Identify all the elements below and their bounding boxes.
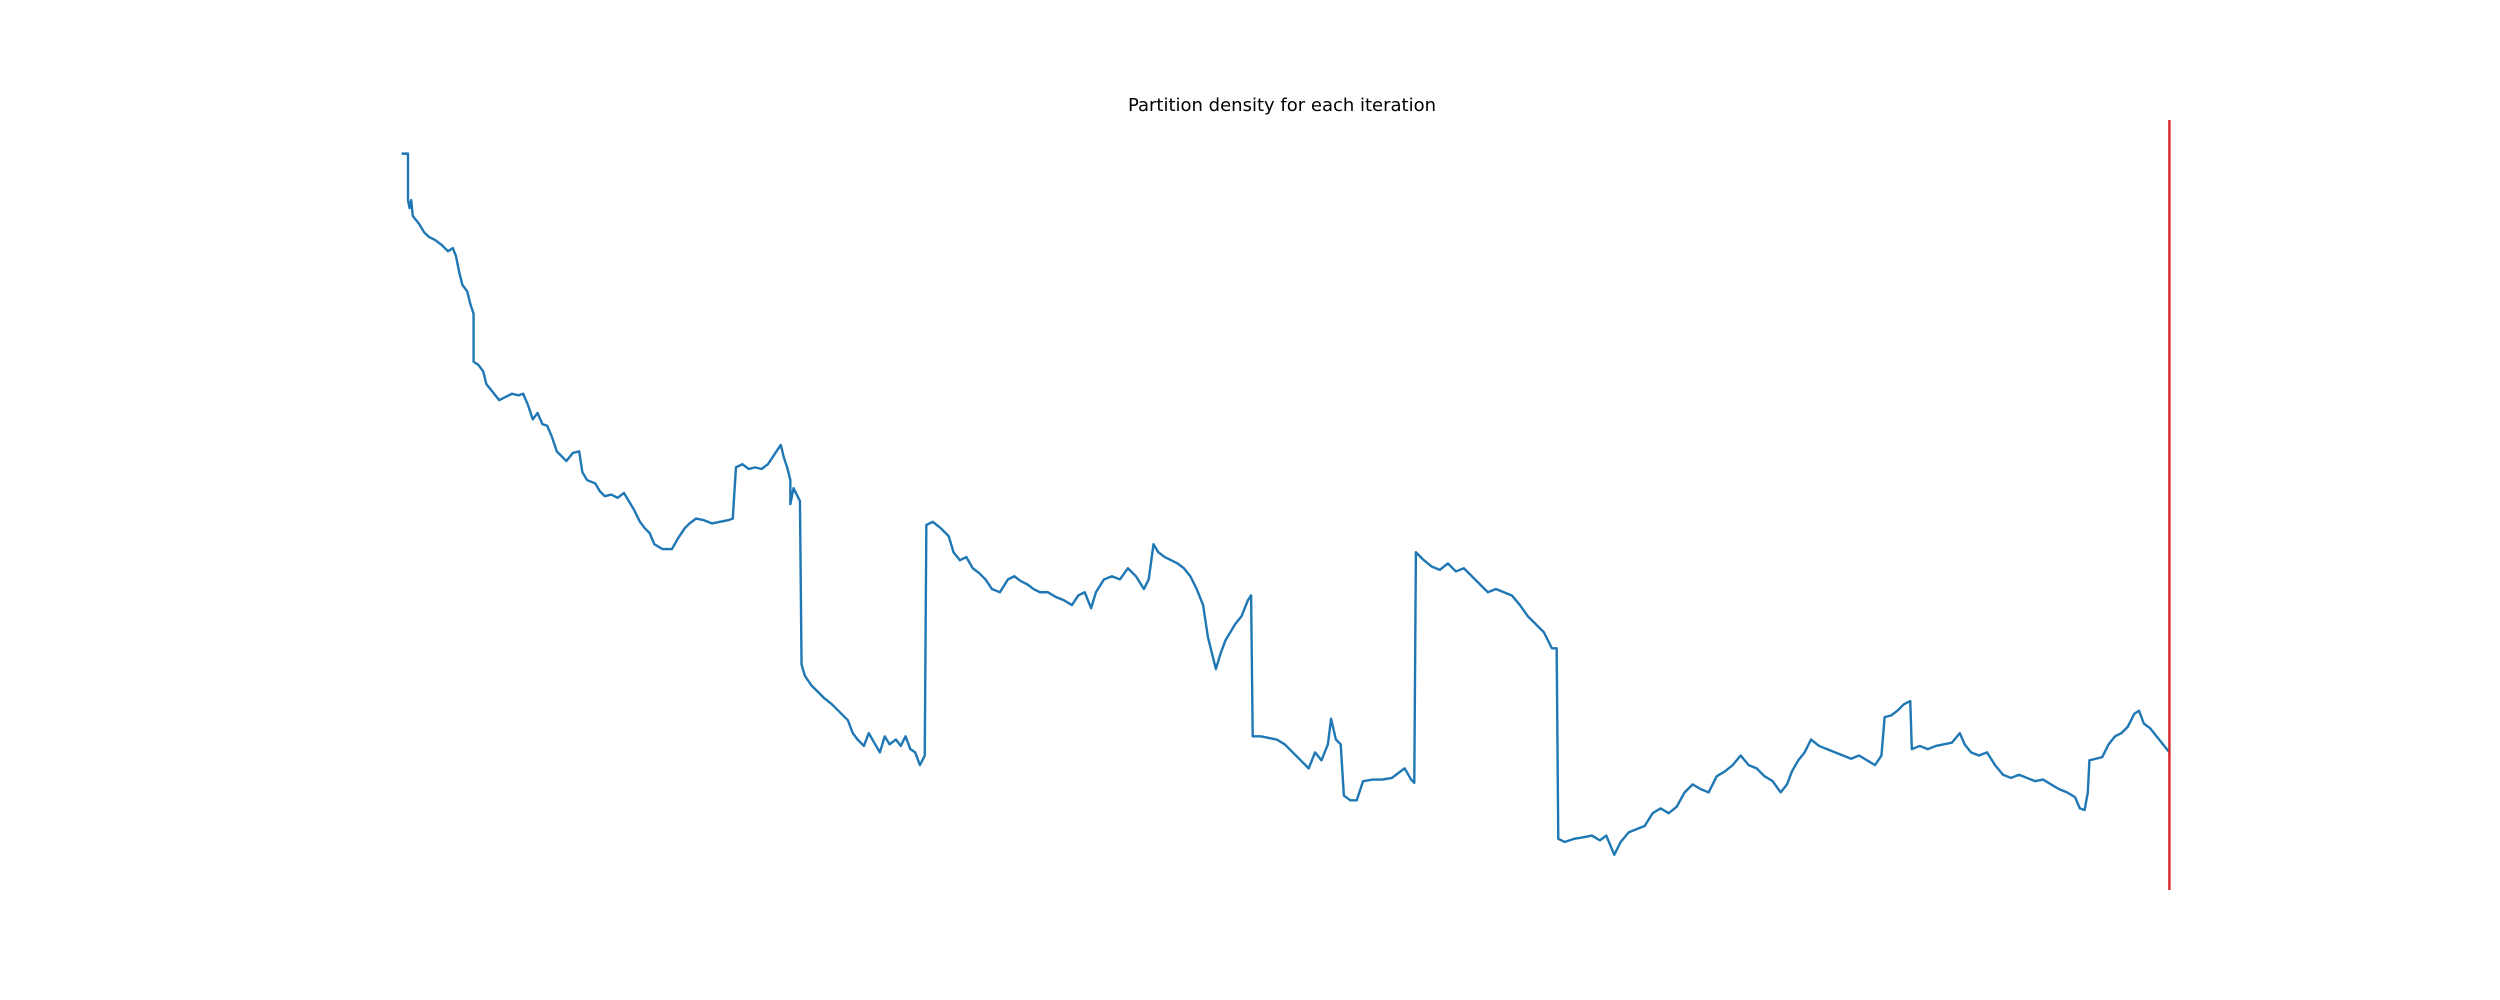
data-line xyxy=(401,152,2171,856)
chart-title: Partition density for each iteration xyxy=(1128,95,1436,116)
